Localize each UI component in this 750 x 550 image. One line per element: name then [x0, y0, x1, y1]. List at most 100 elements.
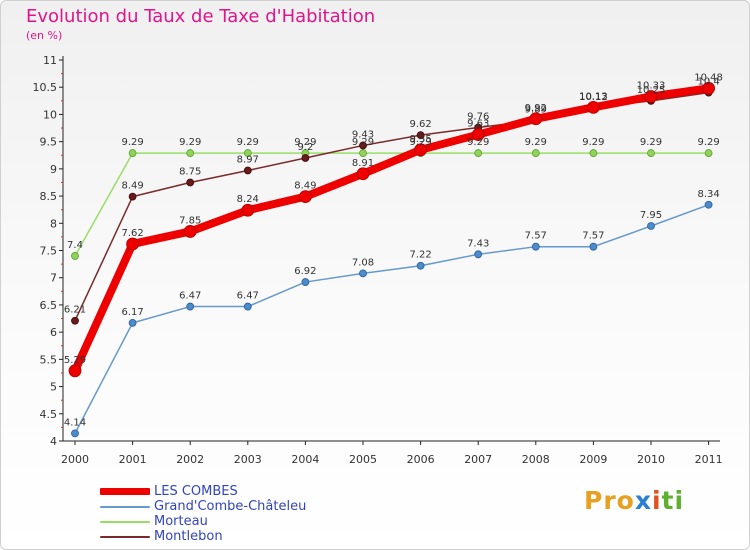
data-label-grand-combe-chateleu: 6.17 — [121, 307, 143, 318]
data-label-grand-combe-chateleu: 6.47 — [237, 291, 259, 302]
data-label-morteau: 9.29 — [697, 137, 719, 148]
data-label-grand-combe-chateleu: 6.47 — [179, 291, 201, 302]
data-point-les-combes — [471, 128, 485, 141]
data-label-les-combes: 10.33 — [637, 80, 666, 91]
data-point-montlebon — [186, 178, 195, 187]
x-tick-label: 2007 — [464, 453, 492, 466]
data-point-les-combes — [529, 112, 543, 126]
legend-swatch-les-combes — [100, 488, 150, 495]
data-point-grand-combe-chateleu — [128, 318, 137, 327]
data-point-les-combes — [241, 203, 255, 217]
data-point-morteau — [531, 149, 540, 157]
data-point-grand-combe-chateleu — [589, 242, 598, 251]
data-label-morteau: 9.29 — [582, 137, 604, 148]
legend-item-les-combes: LES COMBES — [100, 484, 400, 499]
plot-area: 5.29 7.62 7.85 8.24 8.49 8.91 9.35 9.63 9.92 10.1… — [64, 72, 723, 438]
legend-label-les-combes: LES COMBES — [154, 484, 238, 499]
y-tick-label: 8.5 — [40, 190, 58, 203]
data-label-les-combes: 9.35 — [409, 134, 431, 145]
data-label-les-combes: 5.29 — [64, 355, 86, 366]
data-point-morteau — [359, 149, 367, 157]
data-label-morteau: 9.29 — [409, 137, 431, 148]
data-label-morteau: 9.29 — [640, 137, 662, 148]
data-point-les-combes — [68, 364, 82, 378]
series-line-morteau — [74, 152, 710, 257]
data-label-grand-combe-chateleu: 7.43 — [467, 238, 489, 249]
data-point-morteau — [128, 149, 137, 157]
x-tick-label: 2008 — [522, 453, 550, 466]
data-label-grand-combe-chateleu: 7.95 — [640, 210, 662, 221]
x-tick-label: 2010 — [637, 453, 665, 466]
data-point-les-combes — [298, 190, 312, 204]
data-label-les-combes: 9.63 — [467, 119, 489, 130]
data-point-les-combes — [356, 167, 370, 181]
data-label-morteau: 9.29 — [121, 137, 143, 148]
data-point-grand-combe-chateleu — [474, 250, 483, 259]
data-label-les-combes: 8.24 — [237, 194, 259, 205]
legend-swatch-montlebon — [100, 536, 150, 538]
legend-swatch-grand-combe-chateleu — [100, 506, 150, 508]
y-tick-label: 11 — [43, 54, 57, 67]
data-label-montlebon: 8.75 — [179, 166, 201, 177]
y-tick-label: 4 — [50, 435, 57, 448]
data-label-montlebon: 8.97 — [237, 154, 259, 165]
y-tick-label: 9.5 — [40, 136, 58, 149]
y-tick-label: 6 — [50, 326, 57, 339]
x-tick-label: 2009 — [579, 453, 607, 466]
data-point-grand-combe-chateleu — [704, 200, 713, 209]
series-grand-combe-chateleu — [71, 200, 713, 438]
legend-label-grand-combe-chateleu: Grand'Combe-Châteleu — [154, 499, 307, 514]
legend-label-morteau: Morteau — [154, 514, 208, 529]
legend: LES COMBES Grand'Combe-Châteleu Morteau … — [100, 484, 400, 544]
data-point-montlebon — [416, 131, 425, 140]
x-tick-label: 2011 — [695, 453, 723, 466]
data-label-les-combes: 7.85 — [179, 215, 201, 226]
series-line-les-combes — [71, 84, 713, 375]
y-tick-label: 8 — [50, 217, 57, 230]
legend-item-morteau: Morteau — [100, 514, 400, 529]
proxiti-logo: Proxiti — [584, 486, 685, 515]
x-tick-label: 2001 — [119, 453, 147, 466]
data-label-montlebon: 9.2 — [297, 142, 313, 153]
data-label-montlebon: 9.43 — [352, 129, 374, 140]
data-point-les-combes — [126, 237, 140, 251]
x-tick-label: 2002 — [176, 453, 204, 466]
data-point-morteau — [647, 149, 655, 157]
data-point-grand-combe-chateleu — [647, 222, 655, 230]
data-point-montlebon — [301, 154, 310, 162]
series-montlebon — [71, 88, 713, 325]
chart-unit-label: (en %) — [26, 29, 63, 42]
y-tick-label: 9 — [50, 163, 57, 176]
data-label-grand-combe-chateleu: 8.34 — [697, 189, 719, 200]
data-label-grand-combe-chateleu: 7.22 — [409, 250, 431, 261]
data-label-montlebon: 6.21 — [64, 305, 86, 316]
data-point-grand-combe-chateleu — [416, 261, 425, 270]
data-label-morteau: 9.29 — [525, 137, 547, 148]
data-label-montlebon: 8.49 — [121, 181, 143, 192]
data-label-grand-combe-chateleu: 7.57 — [582, 231, 604, 242]
data-point-les-combes — [587, 100, 600, 114]
legend-swatch-morteau — [100, 521, 150, 523]
data-point-grand-combe-chateleu — [71, 429, 79, 438]
data-label-grand-combe-chateleu: 7.57 — [525, 231, 547, 242]
data-label-grand-combe-chateleu: 7.08 — [352, 257, 374, 268]
data-label-morteau: 9.29 — [467, 137, 489, 148]
data-point-morteau — [243, 149, 252, 157]
data-point-grand-combe-chateleu — [301, 278, 310, 286]
data-label-grand-combe-chateleu: 4.14 — [64, 417, 86, 428]
data-point-les-combes — [644, 90, 658, 103]
data-label-les-combes: 10.48 — [694, 72, 723, 83]
data-label-montlebon: 10.12 — [579, 92, 608, 103]
y-tick-label: 10 — [43, 108, 57, 121]
data-label-les-combes: 8.91 — [352, 158, 374, 169]
y-tick-label: 4.5 — [40, 408, 58, 421]
data-label-morteau: 9.29 — [179, 137, 201, 148]
data-point-grand-combe-chateleu — [359, 269, 367, 278]
data-label-les-combes: 9.92 — [525, 103, 547, 114]
data-point-montlebon — [71, 316, 79, 325]
data-labels: 5.29 7.62 7.85 8.24 8.49 8.91 9.35 9.63 9.92 10.1… — [64, 72, 723, 428]
data-point-montlebon — [359, 141, 367, 150]
data-point-montlebon — [128, 192, 137, 201]
data-point-les-combes — [414, 143, 428, 157]
